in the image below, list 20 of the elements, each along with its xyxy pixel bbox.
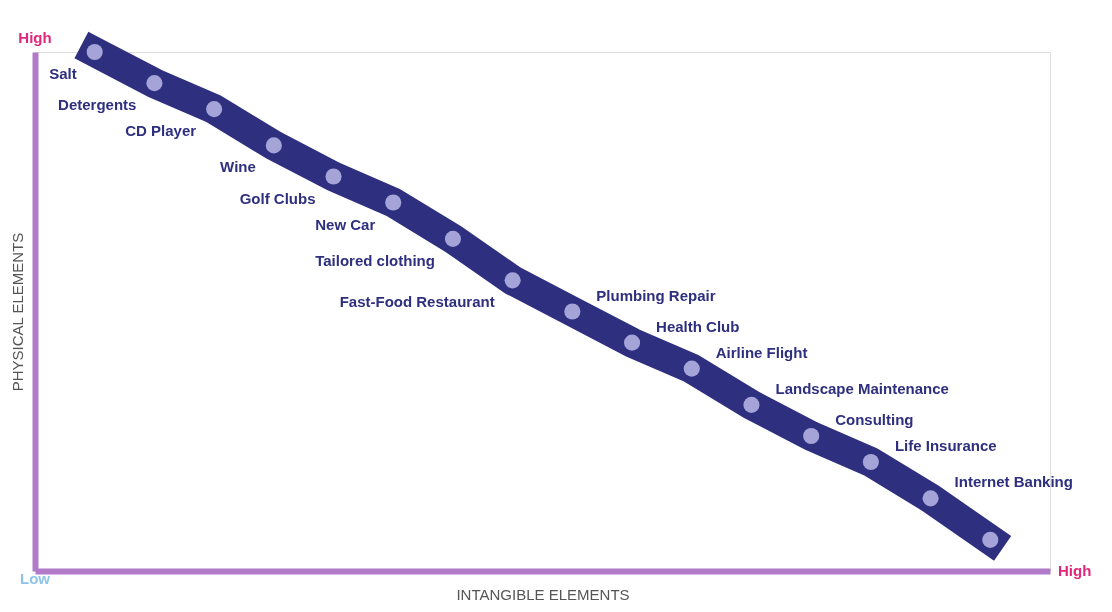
annotation: Wine	[220, 158, 256, 176]
annotation: Airline Flight	[715, 343, 808, 361]
text: High	[1058, 562, 1092, 579]
annotation: Landscape Maintenance	[775, 379, 949, 397]
annotation: Life Insurance	[894, 437, 997, 455]
annotation: Fast-Food Restaurant	[339, 293, 495, 311]
annotation: Plumbing Repair	[596, 286, 716, 304]
annotation: Low	[20, 570, 51, 587]
annotation: Health Club	[656, 317, 740, 335]
y-axis-title: PHYSICAL ELEMENTS	[8, 232, 26, 392]
annotation: Tailored clothing	[315, 251, 435, 269]
annotation: Internet Banking	[954, 473, 1073, 491]
annotation: CD Player	[125, 122, 197, 140]
annotation: Consulting	[835, 411, 914, 429]
x-axis-title: INTANGIBLE ELEMENTS	[456, 585, 630, 603]
annotation: Golf Clubs	[239, 189, 316, 207]
annotation: Detergents	[58, 96, 137, 114]
annotation: Salt	[49, 65, 77, 82]
text: High	[18, 29, 52, 46]
annotation: New Car	[315, 215, 376, 233]
